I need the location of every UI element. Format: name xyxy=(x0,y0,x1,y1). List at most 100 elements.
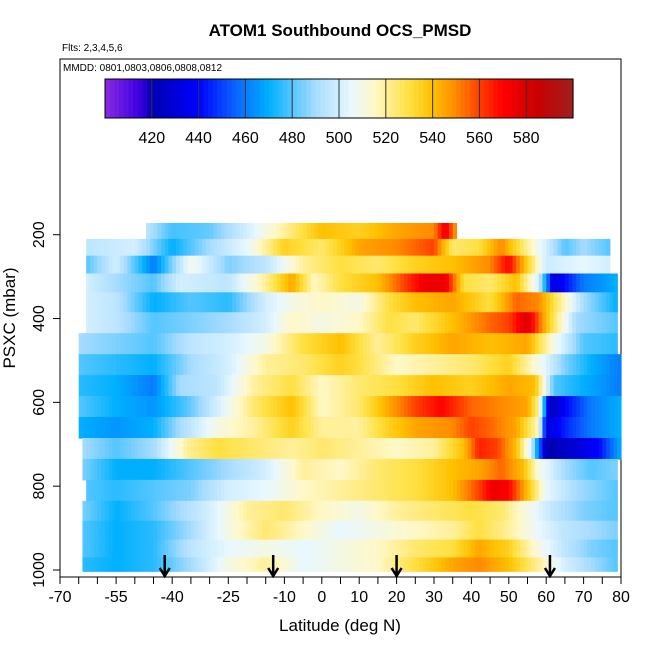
heatmap-cell xyxy=(460,333,465,355)
heatmap-cell xyxy=(460,417,465,439)
heatmap-cell xyxy=(280,222,285,240)
heatmap-cell xyxy=(340,458,345,481)
heatmap-cell xyxy=(138,557,143,572)
heatmap-cell xyxy=(370,238,375,257)
heatmap-cell xyxy=(247,375,252,397)
heatmap-cell xyxy=(336,333,342,355)
heatmap-cell xyxy=(333,396,338,418)
colorbar-cell xyxy=(484,79,490,118)
heatmap-cell xyxy=(344,396,349,418)
heatmap-cell xyxy=(303,354,308,376)
heatmap-cell xyxy=(523,557,529,572)
heatmap-cell xyxy=(198,437,203,460)
heatmap-cell xyxy=(194,557,199,572)
heatmap-cell xyxy=(347,557,353,572)
heatmap-cell xyxy=(131,479,136,502)
heatmap-cell xyxy=(493,375,499,397)
heatmap-cell xyxy=(127,458,132,481)
heatmap-cell xyxy=(400,354,405,376)
heatmap-cell xyxy=(351,479,357,502)
heatmap-cell xyxy=(613,396,618,418)
heatmap-cell xyxy=(404,437,409,460)
heatmap-cell xyxy=(534,273,540,293)
heatmap-cell xyxy=(512,354,517,376)
heatmap-cell xyxy=(501,458,506,481)
heatmap-cell xyxy=(299,273,304,293)
heatmap-cell xyxy=(202,292,207,313)
heatmap-cell xyxy=(261,312,267,334)
heatmap-cell xyxy=(295,479,300,502)
heatmap-cell xyxy=(142,500,147,522)
heatmap-cell xyxy=(149,255,155,275)
heatmap-cell xyxy=(415,500,420,522)
heatmap-cell xyxy=(441,557,446,572)
heatmap-cell xyxy=(467,417,472,439)
heatmap-cell xyxy=(392,557,398,572)
heatmap-cell xyxy=(247,354,252,376)
heatmap-cell xyxy=(456,557,461,572)
heatmap-cell xyxy=(273,273,278,293)
heatmap-cell xyxy=(606,437,611,460)
heatmap-cell xyxy=(86,437,91,460)
heatmap-cell xyxy=(108,520,113,541)
heatmap-cell xyxy=(463,417,469,439)
heatmap-cell xyxy=(415,458,420,481)
heatmap-cell xyxy=(127,417,132,439)
heatmap-cell xyxy=(561,312,566,334)
heatmap-cell xyxy=(441,539,446,559)
heatmap-cell xyxy=(497,375,502,397)
heatmap-cell xyxy=(291,375,297,397)
heatmap-cell xyxy=(587,539,592,559)
heatmap-cell xyxy=(146,539,151,559)
heatmap-cell xyxy=(609,354,615,376)
heatmap-cell xyxy=(527,479,532,502)
heatmap-cell xyxy=(243,354,248,376)
heatmap-cell xyxy=(198,458,203,481)
heatmap-cell xyxy=(512,458,517,481)
colorbar-cell xyxy=(521,79,527,118)
heatmap-cell xyxy=(355,238,360,257)
colorbar-cell xyxy=(105,79,111,118)
heatmap-cell xyxy=(194,500,199,522)
heatmap-cell xyxy=(205,354,211,376)
heatmap-cell xyxy=(280,333,285,355)
heatmap-cell xyxy=(179,354,185,376)
heatmap-cell xyxy=(213,255,218,275)
heatmap-cell xyxy=(493,354,499,376)
heatmap-cell xyxy=(527,557,532,572)
heatmap-cell xyxy=(512,539,517,559)
heatmap-cell xyxy=(217,396,222,418)
heatmap-cell xyxy=(538,417,544,439)
heatmap-cell xyxy=(119,458,125,481)
heatmap-cell xyxy=(508,520,514,541)
colorbar-cell xyxy=(343,79,349,118)
heatmap-cell xyxy=(329,520,334,541)
heatmap-cell xyxy=(520,255,525,275)
heatmap-cell xyxy=(209,396,214,418)
heatmap-cell xyxy=(452,520,458,541)
heatmap-cell xyxy=(576,333,581,355)
heatmap-cell xyxy=(89,557,95,572)
heatmap-cell xyxy=(576,557,581,572)
heatmap-cell xyxy=(247,312,252,334)
heatmap-cell xyxy=(516,437,521,460)
heatmap-cell xyxy=(407,222,413,240)
heatmap-cell xyxy=(164,417,170,439)
heatmap-cell xyxy=(82,500,87,522)
heatmap-cell xyxy=(157,312,162,334)
heatmap-cell xyxy=(366,417,372,439)
heatmap-cell xyxy=(355,437,360,460)
heatmap-cell xyxy=(89,375,95,397)
heatmap-cell xyxy=(490,312,495,334)
heatmap-cell xyxy=(497,273,502,293)
heatmap-cell xyxy=(374,273,379,293)
heatmap-cell xyxy=(572,396,577,418)
heatmap-cell xyxy=(153,539,158,559)
heatmap-cell xyxy=(134,238,140,257)
heatmap-cell xyxy=(276,396,282,418)
colorbar-cell xyxy=(470,79,476,118)
heatmap-cell xyxy=(318,255,323,275)
heatmap-cell xyxy=(258,312,263,334)
heatmap-cell xyxy=(613,557,618,572)
